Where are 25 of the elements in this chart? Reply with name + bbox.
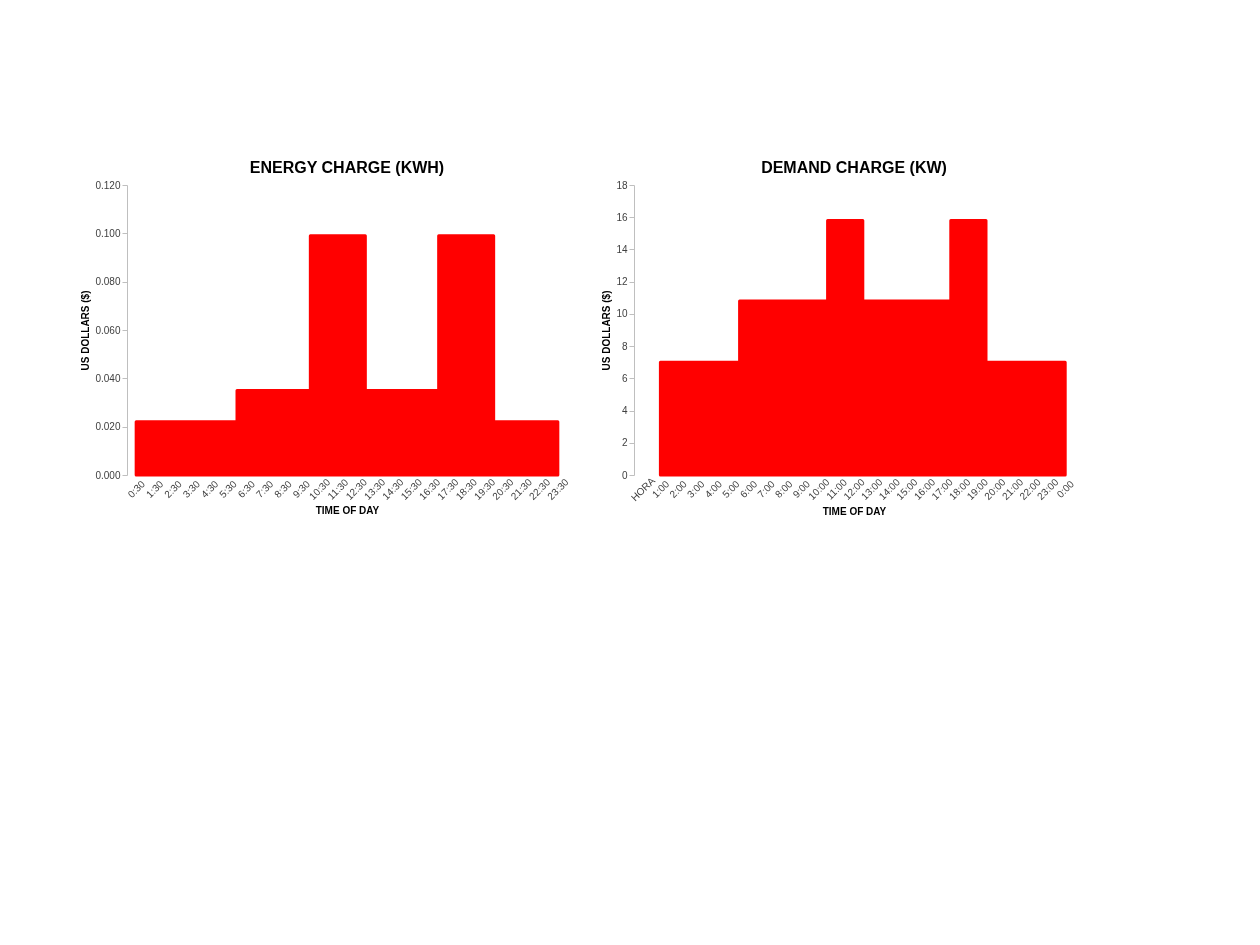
chart-title: ENERGY CHARGE (KWH)	[249, 159, 445, 176]
x-axis-title: TIME OF DAY	[315, 504, 380, 516]
y-tick-label: 12	[616, 276, 628, 288]
x-tick-label: 3:30	[180, 478, 203, 500]
y-tick-label: 2	[621, 437, 628, 449]
y-axis-title: US DOLLARS ($)	[80, 290, 92, 371]
y-tick-label: 0.020	[95, 421, 121, 433]
y-tick-label: 0.000	[95, 469, 121, 481]
y-tick-label: 16	[616, 211, 628, 223]
y-tick-label: 14	[616, 243, 628, 255]
y-axis-title: US DOLLARS ($)	[601, 290, 613, 371]
y-tick-label: 10	[616, 308, 628, 320]
y-tick-label: 18	[616, 179, 628, 191]
y-tick-label: 8	[621, 340, 628, 352]
x-axis-title: TIME OF DAY	[822, 506, 887, 518]
y-tick-label: 0.100	[95, 227, 121, 239]
chart-title: DEMAND CHARGE (KW)	[761, 159, 947, 176]
y-tick-label: 0.120	[95, 179, 121, 191]
x-tick-label: 0:30	[125, 478, 148, 500]
y-tick-label: 6	[621, 372, 628, 384]
y-tick-label: 0.040	[95, 372, 121, 384]
y-tick-label: 0.080	[95, 276, 121, 288]
y-tick-label: 0	[621, 469, 628, 481]
y-tick-label: 4	[621, 405, 628, 417]
y-tick-label: 0.060	[95, 324, 121, 336]
